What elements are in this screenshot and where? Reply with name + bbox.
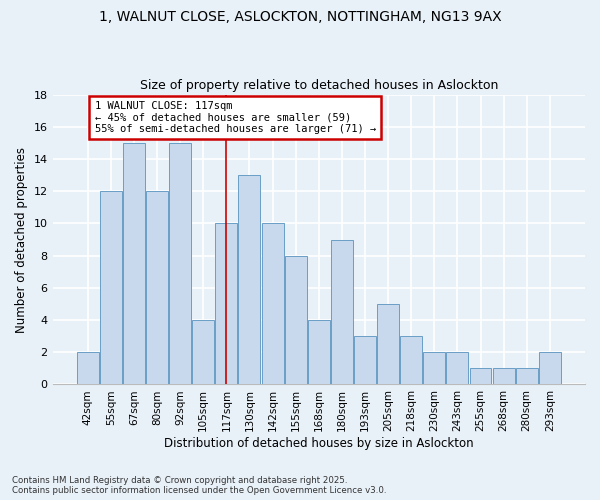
Text: 1 WALNUT CLOSE: 117sqm
← 45% of detached houses are smaller (59)
55% of semi-det: 1 WALNUT CLOSE: 117sqm ← 45% of detached…: [95, 101, 376, 134]
Bar: [123, 143, 145, 384]
Bar: [400, 336, 422, 384]
Y-axis label: Number of detached properties: Number of detached properties: [15, 146, 28, 332]
Bar: [539, 352, 561, 384]
X-axis label: Distribution of detached houses by size in Aslockton: Distribution of detached houses by size …: [164, 437, 473, 450]
Text: 1, WALNUT CLOSE, ASLOCKTON, NOTTINGHAM, NG13 9AX: 1, WALNUT CLOSE, ASLOCKTON, NOTTINGHAM, …: [98, 10, 502, 24]
Title: Size of property relative to detached houses in Aslockton: Size of property relative to detached ho…: [140, 79, 498, 92]
Bar: [262, 224, 284, 384]
Bar: [192, 320, 214, 384]
Bar: [424, 352, 445, 384]
Bar: [77, 352, 98, 384]
Bar: [516, 368, 538, 384]
Bar: [308, 320, 330, 384]
Text: Contains HM Land Registry data © Crown copyright and database right 2025.
Contai: Contains HM Land Registry data © Crown c…: [12, 476, 386, 495]
Bar: [100, 191, 122, 384]
Bar: [284, 256, 307, 384]
Bar: [493, 368, 515, 384]
Bar: [238, 175, 260, 384]
Bar: [169, 143, 191, 384]
Bar: [446, 352, 469, 384]
Bar: [331, 240, 353, 384]
Bar: [377, 304, 399, 384]
Bar: [354, 336, 376, 384]
Bar: [215, 224, 238, 384]
Bar: [470, 368, 491, 384]
Bar: [146, 191, 168, 384]
